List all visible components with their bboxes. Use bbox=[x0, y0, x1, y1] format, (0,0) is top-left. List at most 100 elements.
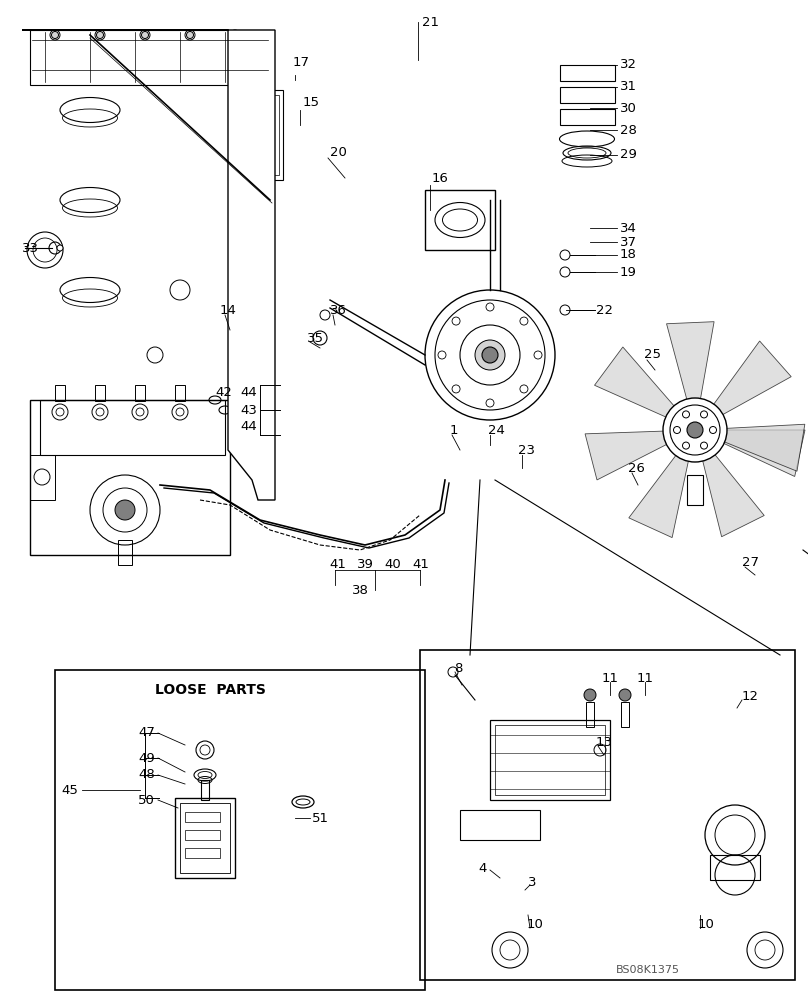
Text: 51: 51 bbox=[312, 812, 329, 824]
Text: 22: 22 bbox=[596, 304, 613, 316]
Circle shape bbox=[141, 31, 149, 38]
Text: 10: 10 bbox=[698, 918, 715, 932]
Text: 44: 44 bbox=[240, 386, 257, 399]
Text: 49: 49 bbox=[138, 752, 155, 764]
Text: 23: 23 bbox=[518, 444, 535, 456]
Bar bbox=[560, 65, 615, 81]
Text: 45: 45 bbox=[61, 784, 78, 796]
Bar bbox=[228, 90, 283, 180]
Text: 30: 30 bbox=[620, 102, 637, 114]
Polygon shape bbox=[667, 322, 714, 401]
Bar bbox=[495, 725, 605, 795]
Text: 4: 4 bbox=[478, 861, 487, 874]
Circle shape bbox=[701, 442, 708, 449]
Text: 21: 21 bbox=[422, 15, 439, 28]
Bar bbox=[135, 385, 145, 401]
Polygon shape bbox=[585, 431, 668, 480]
Bar bbox=[40, 400, 225, 455]
Text: 40: 40 bbox=[385, 558, 402, 572]
Circle shape bbox=[187, 31, 193, 38]
Bar bbox=[201, 780, 209, 800]
Text: 27: 27 bbox=[742, 556, 759, 568]
Text: 44: 44 bbox=[240, 420, 257, 434]
Text: 33: 33 bbox=[22, 241, 39, 254]
Bar bbox=[185, 812, 220, 822]
Text: 48: 48 bbox=[138, 768, 155, 782]
Bar bbox=[30, 455, 55, 500]
Text: 11: 11 bbox=[601, 672, 618, 684]
Text: 43: 43 bbox=[240, 403, 257, 416]
Text: 1: 1 bbox=[450, 424, 458, 436]
Text: 29: 29 bbox=[620, 148, 637, 161]
Text: 3: 3 bbox=[528, 876, 537, 888]
Polygon shape bbox=[722, 430, 805, 476]
Circle shape bbox=[482, 347, 498, 363]
Text: 19: 19 bbox=[620, 265, 637, 278]
Text: 25: 25 bbox=[644, 349, 661, 361]
Bar bbox=[55, 385, 65, 401]
Bar bbox=[95, 385, 105, 401]
Bar bbox=[425, 190, 495, 250]
Bar bbox=[30, 30, 270, 85]
Circle shape bbox=[663, 398, 727, 462]
Circle shape bbox=[232, 31, 238, 38]
Text: 11: 11 bbox=[637, 672, 654, 684]
Text: 18: 18 bbox=[620, 248, 637, 261]
Text: 8: 8 bbox=[454, 662, 462, 674]
Bar bbox=[30, 400, 230, 555]
Text: 16: 16 bbox=[432, 172, 449, 184]
Text: 10: 10 bbox=[527, 918, 544, 932]
Text: 20: 20 bbox=[330, 146, 347, 159]
Bar bbox=[560, 87, 615, 103]
Circle shape bbox=[96, 31, 103, 38]
Circle shape bbox=[584, 689, 596, 701]
Text: 36: 36 bbox=[330, 304, 347, 316]
Text: 37: 37 bbox=[620, 235, 637, 248]
Text: 24: 24 bbox=[488, 424, 505, 436]
Bar bbox=[232, 95, 279, 175]
Bar bbox=[490, 720, 610, 800]
Text: 15: 15 bbox=[303, 97, 320, 109]
Text: 12: 12 bbox=[742, 690, 759, 704]
Circle shape bbox=[683, 411, 689, 418]
Bar bbox=[175, 798, 235, 878]
Text: LOOSE  PARTS: LOOSE PARTS bbox=[154, 683, 266, 697]
Bar bbox=[560, 109, 615, 125]
Polygon shape bbox=[723, 424, 805, 471]
Circle shape bbox=[683, 442, 689, 449]
Bar bbox=[185, 848, 220, 858]
Text: 41: 41 bbox=[330, 558, 347, 572]
Bar bbox=[185, 830, 220, 840]
Bar bbox=[118, 540, 132, 565]
Text: 26: 26 bbox=[628, 462, 645, 475]
Polygon shape bbox=[595, 347, 675, 418]
Text: 31: 31 bbox=[620, 81, 637, 94]
Circle shape bbox=[52, 31, 58, 38]
Text: 34: 34 bbox=[620, 222, 637, 234]
Text: 32: 32 bbox=[620, 58, 637, 72]
Polygon shape bbox=[20, 20, 280, 125]
Bar bbox=[710, 855, 760, 880]
Bar bbox=[180, 803, 230, 873]
Circle shape bbox=[687, 422, 703, 438]
Circle shape bbox=[701, 411, 708, 418]
Bar bbox=[586, 702, 594, 727]
Text: 14: 14 bbox=[220, 304, 237, 316]
Polygon shape bbox=[713, 341, 791, 415]
Text: 39: 39 bbox=[356, 558, 373, 572]
Circle shape bbox=[709, 426, 717, 434]
Text: BS08K1375: BS08K1375 bbox=[616, 965, 680, 975]
Text: 28: 28 bbox=[620, 123, 637, 136]
Circle shape bbox=[475, 340, 505, 370]
Text: 35: 35 bbox=[307, 332, 324, 344]
Text: 38: 38 bbox=[351, 584, 368, 596]
Text: 42: 42 bbox=[215, 386, 232, 399]
Bar bbox=[175, 385, 185, 401]
Text: 50: 50 bbox=[138, 794, 155, 806]
Bar bbox=[460, 810, 540, 840]
Text: 13: 13 bbox=[596, 736, 613, 750]
Polygon shape bbox=[702, 453, 764, 537]
Polygon shape bbox=[22, 30, 275, 500]
Polygon shape bbox=[629, 454, 688, 538]
Text: 17: 17 bbox=[293, 55, 310, 68]
